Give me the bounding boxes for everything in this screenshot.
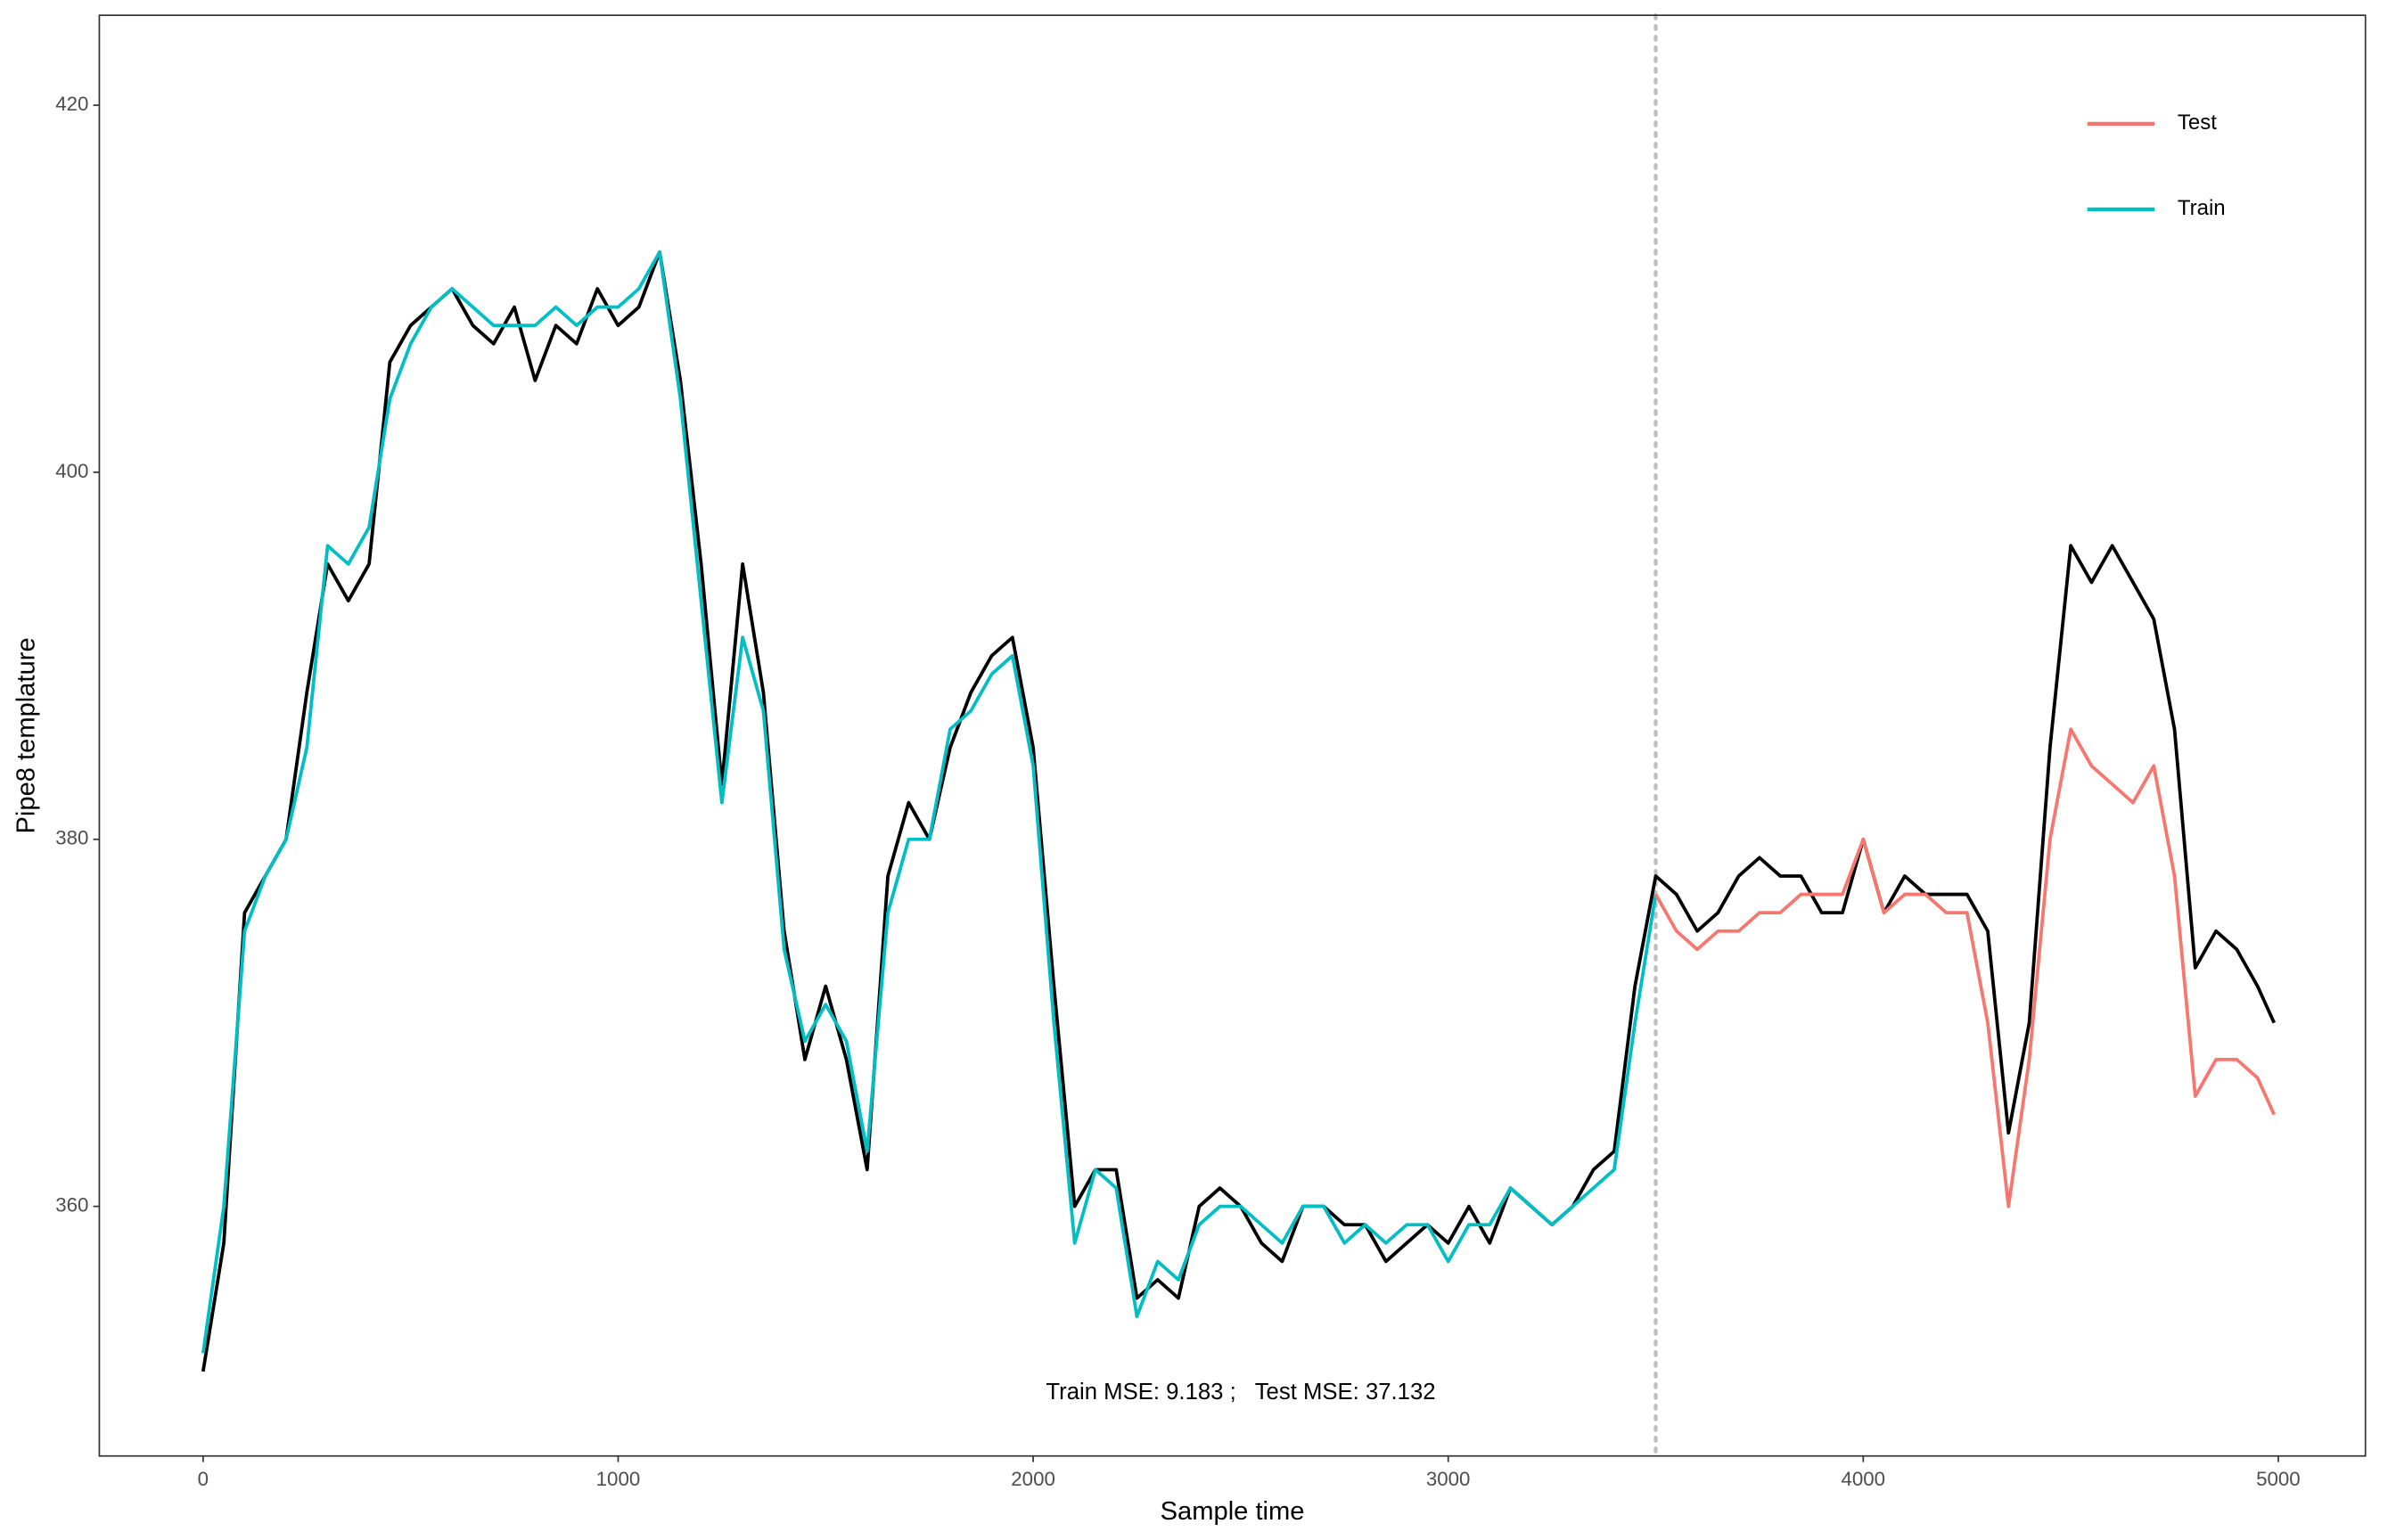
y-tick-label: 360 [55, 1194, 88, 1216]
legend-label: Test [2178, 111, 2217, 135]
panel-border [98, 14, 2367, 1457]
x-tick-label: 0 [198, 1468, 209, 1490]
x-axis-title: Sample time [1161, 1497, 1305, 1526]
y-tick-label: 400 [55, 460, 88, 482]
x-tick-label: 5000 [2256, 1468, 2301, 1490]
x-tick-label: 1000 [596, 1468, 641, 1490]
legend: Test Train [2087, 111, 2226, 220]
y-tick-label: 380 [55, 827, 88, 849]
y-tick-label: 420 [55, 93, 88, 115]
x-tick-label: 2000 [1011, 1468, 1055, 1490]
annotation: Train MSE: 9.183 ; Test MSE: 37.132 [1046, 1380, 1435, 1405]
x-tick-label: 4000 [1842, 1468, 1886, 1490]
series-line [201, 250, 1658, 1354]
series-line [201, 250, 2277, 1372]
x-tick-label: 3000 [1426, 1468, 1471, 1490]
series-line [1653, 727, 2277, 1208]
legend-label: Train [2178, 196, 2226, 220]
y-axis-title: Pipe8 templature [12, 637, 41, 833]
